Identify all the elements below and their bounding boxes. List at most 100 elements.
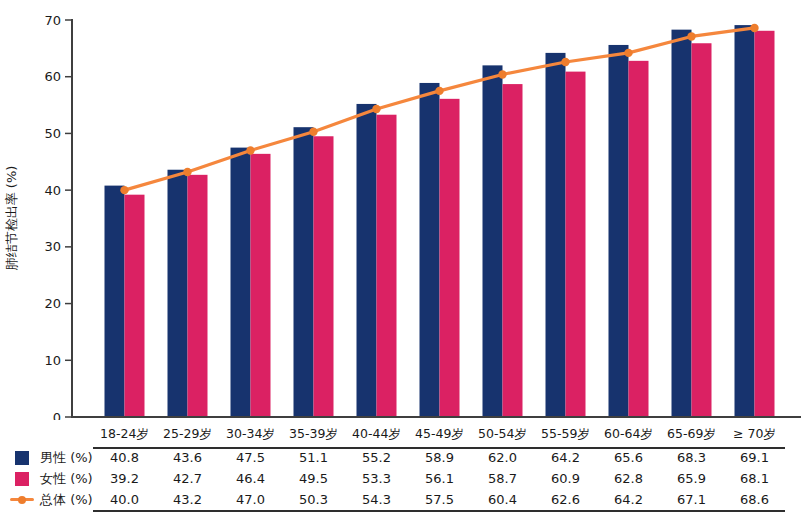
value-cell: 58.9 — [408, 450, 471, 465]
bar-female — [566, 72, 586, 417]
bar-male — [609, 45, 629, 417]
total-line-marker — [309, 128, 317, 136]
value-cell: 55.2 — [345, 450, 408, 465]
total-line-marker — [750, 24, 758, 32]
value-cell: 50.3 — [282, 492, 345, 507]
value-cell: 40.8 — [93, 450, 156, 465]
value-cell: 62.8 — [597, 471, 660, 486]
table-header-rule — [93, 447, 785, 449]
chart-container: 肺结节检出率 (%) 0 10 20 30 40 50 60 70 18-24岁25-29岁3… — [0, 0, 804, 522]
value-cell: 60.9 — [534, 471, 597, 486]
bar-female — [629, 61, 649, 417]
y-tick-label: 30 — [44, 239, 61, 254]
value-cell: 40.0 — [93, 492, 156, 507]
value-cell: 64.2 — [597, 492, 660, 507]
bar-male — [420, 83, 440, 417]
y-tick-label: 20 — [44, 296, 61, 311]
value-cell: 64.2 — [534, 450, 597, 465]
bar-male — [105, 186, 125, 417]
value-cell: 54.3 — [345, 492, 408, 507]
bar-female — [755, 31, 775, 417]
bar-male — [231, 148, 251, 417]
legend-cell: 总体 (%) — [0, 491, 93, 509]
y-tick-label: 60 — [44, 69, 61, 84]
female-legend-swatch — [10, 472, 34, 486]
value-cell: 62.0 — [471, 450, 534, 465]
age-group-header: 40-44岁 — [345, 426, 408, 443]
total-line-marker — [183, 168, 191, 176]
table-header-row: 18-24岁25-29岁30-34岁35-39岁40-44岁45-49岁50-5… — [0, 421, 786, 447]
series-label: 总体 (%) — [40, 491, 93, 509]
bar-female — [377, 115, 397, 417]
value-cell: 67.1 — [660, 492, 723, 507]
bar-male — [735, 25, 755, 417]
age-group-header: 60-64岁 — [597, 426, 660, 443]
bar-female — [440, 99, 460, 417]
total-line-marker — [435, 87, 443, 95]
y-tick-label: 50 — [44, 126, 61, 141]
total-line-marker — [624, 49, 632, 57]
y-tick-label: 70 — [44, 13, 61, 28]
value-cell: 43.2 — [156, 492, 219, 507]
value-cell: 68.1 — [723, 471, 786, 486]
y-tick-label: 10 — [44, 353, 61, 368]
bar-male — [168, 170, 188, 417]
value-cell: 51.1 — [282, 450, 345, 465]
value-cell: 68.6 — [723, 492, 786, 507]
bar-male — [294, 127, 314, 417]
total-line-marker — [372, 105, 380, 113]
bar-female — [692, 43, 712, 417]
total-line-marker — [687, 32, 695, 40]
value-cell: 46.4 — [219, 471, 282, 486]
bar-female — [125, 195, 145, 417]
value-cell: 69.1 — [723, 450, 786, 465]
legend-square — [15, 472, 29, 486]
age-group-header: 18-24岁 — [93, 426, 156, 443]
y-tick-label: 40 — [44, 183, 61, 198]
value-cell: 42.7 — [156, 471, 219, 486]
table-row: 总体 (%)40.043.247.050.354.357.560.462.664… — [0, 489, 786, 510]
value-cell: 56.1 — [408, 471, 471, 486]
value-cell: 68.3 — [660, 450, 723, 465]
legend-cell: 女性 (%) — [0, 470, 93, 488]
bar-male — [546, 53, 566, 417]
total-line-marker — [498, 70, 506, 78]
series-label: 男性 (%) — [40, 449, 93, 467]
value-cell: 53.3 — [345, 471, 408, 486]
bars-layer — [105, 25, 775, 417]
age-group-header: 50-54岁 — [471, 426, 534, 443]
age-group-header: ≥ 70岁 — [723, 426, 786, 443]
total-line-marker — [246, 146, 254, 154]
value-cell: 65.6 — [597, 450, 660, 465]
value-cell: 39.2 — [93, 471, 156, 486]
value-cell: 62.6 — [534, 492, 597, 507]
data-table: 18-24岁25-29岁30-34岁35-39岁40-44岁45-49岁50-5… — [0, 421, 786, 510]
value-cell: 60.4 — [471, 492, 534, 507]
bar-female — [251, 154, 271, 417]
bar-female — [188, 175, 208, 417]
bar-male — [357, 104, 377, 417]
table-bottom-rule — [93, 510, 785, 512]
age-group-header: 55-59岁 — [534, 426, 597, 443]
value-cell: 47.5 — [219, 450, 282, 465]
table-row: 女性 (%)39.242.746.449.553.356.158.760.962… — [0, 468, 786, 489]
y-tick-label: 0 — [53, 410, 61, 421]
legend-dot — [18, 496, 26, 504]
value-cell: 58.7 — [471, 471, 534, 486]
bar-female — [314, 136, 334, 417]
y-axis-title: 肺结节检出率 (%) — [4, 166, 19, 271]
age-group-header: 30-34岁 — [219, 426, 282, 443]
value-cell: 57.5 — [408, 492, 471, 507]
table-row: 男性 (%)40.843.647.551.155.258.962.064.265… — [0, 447, 786, 468]
total-line-legend-icon — [10, 493, 34, 507]
legend-square — [15, 451, 29, 465]
bar-male — [672, 30, 692, 417]
bar-line-chart: 肺结节检出率 (%) 0 10 20 30 40 50 60 70 — [0, 0, 804, 420]
value-cell: 65.9 — [660, 471, 723, 486]
legend-cell: 男性 (%) — [0, 449, 93, 467]
bar-male — [483, 65, 503, 417]
total-line-marker — [561, 58, 569, 66]
age-group-header: 65-69岁 — [660, 426, 723, 443]
age-group-header: 45-49岁 — [408, 426, 471, 443]
value-cell: 47.0 — [219, 492, 282, 507]
